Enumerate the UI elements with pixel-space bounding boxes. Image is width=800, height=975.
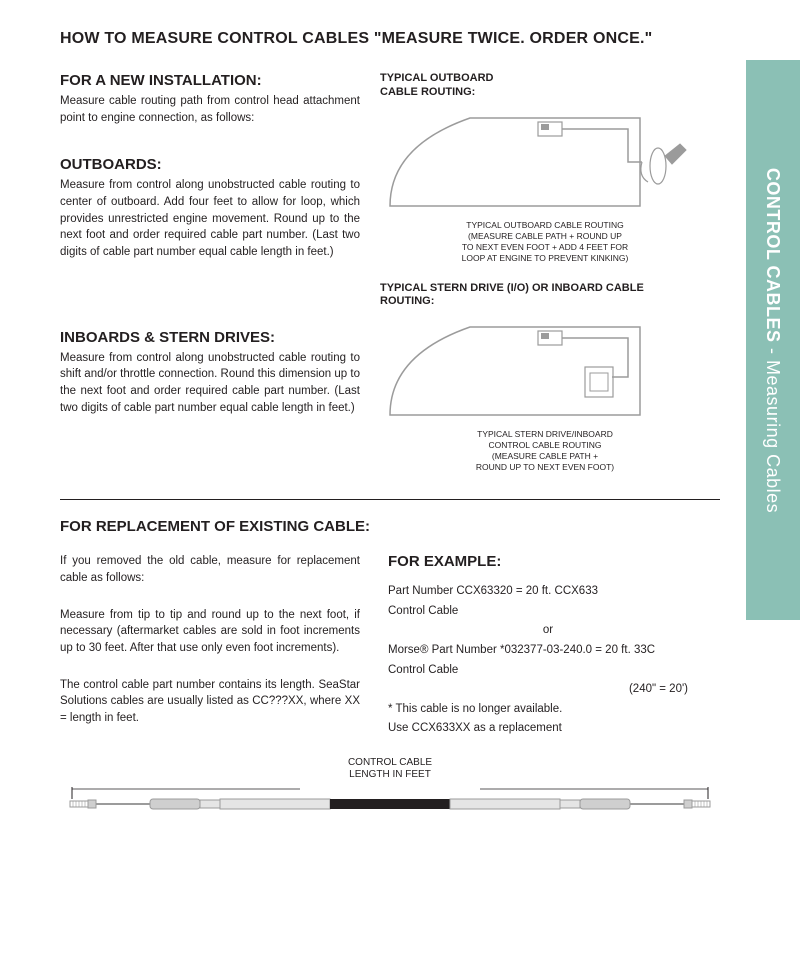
example-heading: FOR EXAMPLE: — [388, 553, 708, 570]
example-l3: or — [388, 621, 708, 641]
example-l6: (240" = 20') — [388, 680, 708, 700]
example-l4: Morse® Part Number *032377-03-240.0 = 20… — [388, 641, 708, 661]
outboards-body: Measure from control along unobstructed … — [60, 177, 360, 260]
example-l1: Part Number CCX63320 = 20 ft. CCX633 — [388, 582, 708, 602]
new-install-heading: FOR A NEW INSTALLATION: — [60, 72, 360, 89]
new-install-body: Measure cable routing path from control … — [60, 93, 360, 126]
replacement-heading: FOR REPLACEMENT OF EXISTING CABLE: — [60, 518, 720, 535]
inboards-heading: INBOARDS & STERN DRIVES: — [60, 329, 360, 346]
outboard-diagram — [380, 106, 690, 216]
page-title: HOW TO MEASURE CONTROL CABLES "MEASURE T… — [60, 30, 720, 48]
replacement-p2: Measure from tip to tip and round up to … — [60, 607, 360, 657]
example-l7: * This cable is no longer available. — [388, 700, 708, 720]
stern-diagram — [380, 315, 690, 425]
stern-diagram-title: TYPICAL STERN DRIVE (I/O) OR INBOARD CAB… — [380, 282, 710, 310]
side-tab-bold: CONTROL CABLES — [764, 167, 784, 342]
cable-length-diagram: CONTROL CABLE LENGTH IN FEET — [60, 757, 720, 817]
outboards-heading: OUTBOARDS: — [60, 156, 360, 173]
section-divider — [60, 499, 720, 500]
example-l5: Control Cable — [388, 661, 708, 681]
outboard-diagram-title: TYPICAL OUTBOARD CABLE ROUTING: — [380, 72, 710, 100]
stern-diagram-caption: TYPICAL STERN DRIVE/INBOARD CONTROL CABL… — [380, 429, 710, 473]
replacement-p1: If you removed the old cable, measure fo… — [60, 553, 360, 586]
replacement-p3: The control cable part number contains i… — [60, 677, 360, 727]
example-l2: Control Cable — [388, 602, 708, 622]
inboards-body: Measure from control along unobstructed … — [60, 350, 360, 417]
outboard-diagram-caption: TYPICAL OUTBOARD CABLE ROUTING (MEASURE … — [380, 220, 710, 264]
side-tab-light: - Measuring Cables — [764, 342, 784, 513]
example-l8: Use CCX633XX as a replacement — [388, 719, 708, 739]
side-tab: CONTROL CABLES - Measuring Cables — [746, 60, 800, 620]
